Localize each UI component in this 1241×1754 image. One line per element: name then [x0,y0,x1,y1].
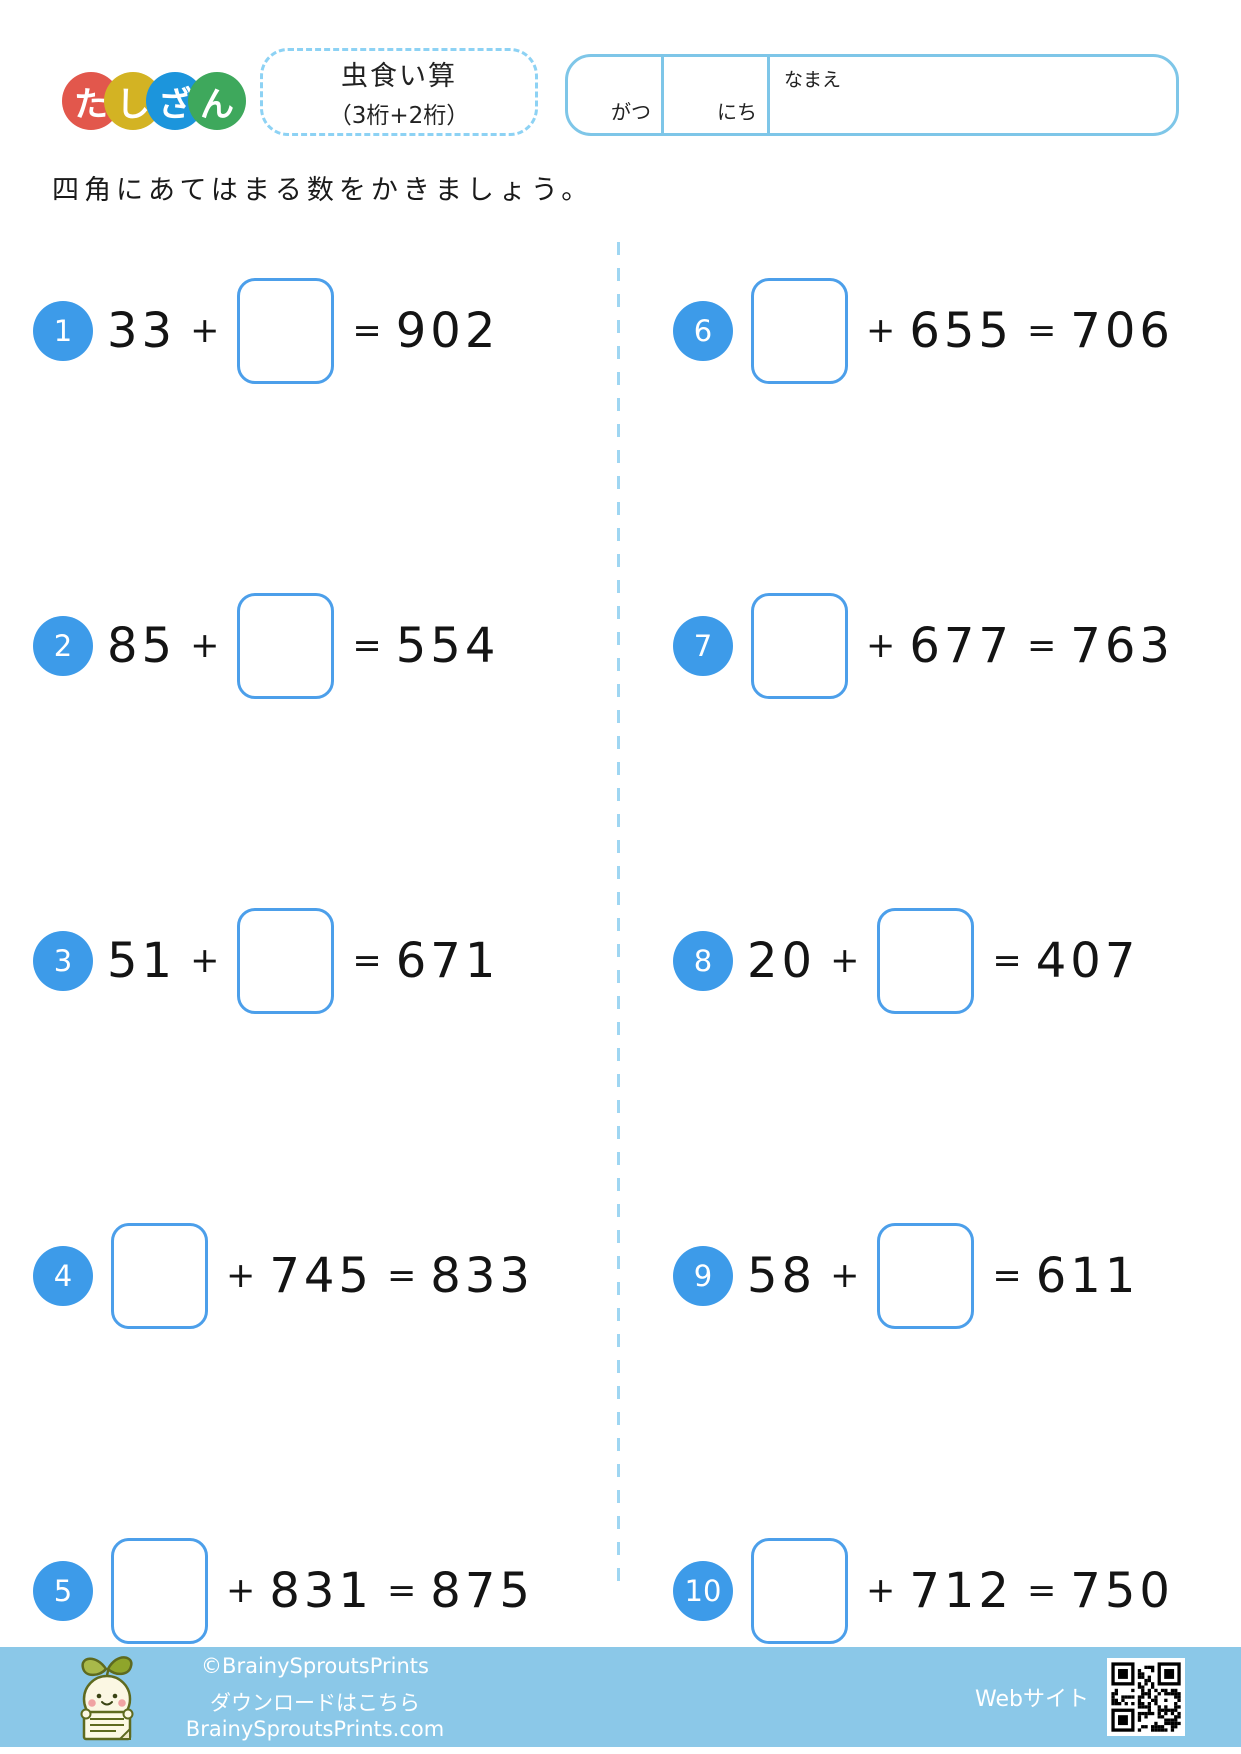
answer-box[interactable] [751,592,848,699]
equals-sign: = [386,1570,417,1611]
footer: ©BrainySproutsPrints ダウンロードはこちら BrainySp… [0,1647,1241,1747]
plus-sign: + [190,940,220,981]
equation-operand: 831 [269,1562,373,1619]
name-field[interactable]: なまえ [770,57,1176,133]
problem-row: 2 85 + = 554 [0,488,618,803]
equals-sign: = [1026,625,1057,666]
answer-box[interactable] [237,592,335,699]
problem-number-badge: 1 [33,300,93,361]
equation-result: 671 [395,932,500,989]
answer-box[interactable] [237,277,335,384]
equation-result: 611 [1035,1247,1140,1304]
equals-sign: = [352,310,382,351]
equation-operand: 745 [269,1247,373,1304]
qr-code [1107,1658,1185,1736]
problem-row: 6 +655 = 706 [618,173,1241,488]
instruction-text: 四角にあてはまる数をかきましょう。 [52,175,594,206]
answer-box[interactable] [237,907,335,1014]
problem-number-badge: 6 [673,300,733,361]
plus-sign: + [830,1255,860,1296]
logo-circle: ざ [146,72,204,130]
sprout-mascot-icon [80,1656,134,1741]
equation-operand: 33 [107,302,177,359]
problem-number-badge: 8 [673,930,733,991]
problem-number-badge: 9 [673,1245,733,1306]
problem-row: 4 +745 = 833 [0,1118,618,1433]
problem-number-badge: 2 [33,615,93,676]
equation-result: 750 [1070,1562,1174,1619]
equals-sign: = [992,1255,1022,1296]
answer-box[interactable] [111,1222,208,1329]
problem-number-badge: 3 [33,930,93,991]
equation-result: 875 [430,1562,534,1619]
problems-grid: 1 33 + = 902 2 85 + = 554 3 51 + = 671 4 +745 = 833 5 +831 = 8… [0,173,1241,1748]
equation-result: 706 [1070,302,1174,359]
problems-column-right: 6 +655 = 706 7 +677 = 763 8 20 + = 407 9 58 + = 611 10 +712… [618,173,1241,1748]
equation-operand: 58 [747,1247,817,1304]
problem-row: 10 +712 = 750 [618,1433,1241,1748]
website-label: Webサイト [975,1687,1089,1712]
equation-operand: 85 [107,617,177,674]
problem-row: 3 51 + = 671 [0,803,618,1118]
equals-sign: = [1026,1570,1057,1611]
answer-box[interactable] [111,1537,208,1644]
equation-result: 833 [430,1247,534,1304]
plus-sign: + [866,1570,896,1611]
equals-sign: = [352,625,382,666]
equation-operand: 51 [107,932,177,989]
footer-text-block: ©BrainySproutsPrints ダウンロードはこちら BrainySp… [150,1654,480,1741]
plus-sign: + [866,625,896,666]
plus-sign: + [190,310,220,351]
equation-operand: 20 [747,932,817,989]
plus-sign: + [866,310,896,351]
month-field[interactable]: がつ [568,57,664,133]
date-name-box: がつ にち なまえ [565,54,1179,136]
plus-sign: + [226,1570,256,1611]
title-box: 虫食い算 （3桁+2桁） [260,48,538,136]
download-text: ダウンロードはこちら BrainySproutsPrints.com [185,1690,445,1741]
problem-row: 9 58 + = 611 [618,1118,1241,1433]
problem-number-badge: 5 [33,1560,93,1621]
equation-result: 554 [395,617,500,674]
logo-circle: ん [188,72,246,130]
problems-column-left: 1 33 + = 902 2 85 + = 554 3 51 + = 671 4 +745 = 833 5 +831 = 8… [0,173,618,1748]
answer-box[interactable] [751,1537,848,1644]
equation-result: 407 [1035,932,1140,989]
problem-row: 8 20 + = 407 [618,803,1241,1118]
answer-box[interactable] [877,907,975,1014]
day-field[interactable]: にち [664,57,770,133]
plus-sign: + [190,625,220,666]
page-title: 虫食い算 [341,61,457,92]
equals-sign: = [352,940,382,981]
plus-sign: + [830,940,860,981]
problem-row: 5 +831 = 875 [0,1433,618,1748]
column-divider [617,242,620,1592]
problem-number-badge: 10 [673,1560,733,1621]
equation-result: 763 [1070,617,1174,674]
equals-sign: = [992,940,1022,981]
answer-box[interactable] [751,277,848,384]
equals-sign: = [386,1255,417,1296]
page-subtitle: （3桁+2桁） [328,103,470,129]
month-label: がつ [611,100,651,124]
equals-sign: = [1026,310,1057,351]
equation-operand: 677 [909,617,1013,674]
equation-operand: 655 [909,302,1013,359]
day-label: にち [717,100,757,124]
answer-box[interactable] [877,1222,975,1329]
problem-number-badge: 7 [673,615,733,676]
name-label: なまえ [784,69,842,91]
problem-row: 1 33 + = 902 [0,173,618,488]
problem-number-badge: 4 [33,1245,93,1306]
plus-sign: + [226,1255,256,1296]
equation-result: 902 [395,302,500,359]
problem-row: 7 +677 = 763 [618,488,1241,803]
equation-operand: 712 [909,1562,1013,1619]
tashizan-logo: たしざん [62,72,246,130]
copyright-text: ©BrainySproutsPrints [201,1653,429,1678]
